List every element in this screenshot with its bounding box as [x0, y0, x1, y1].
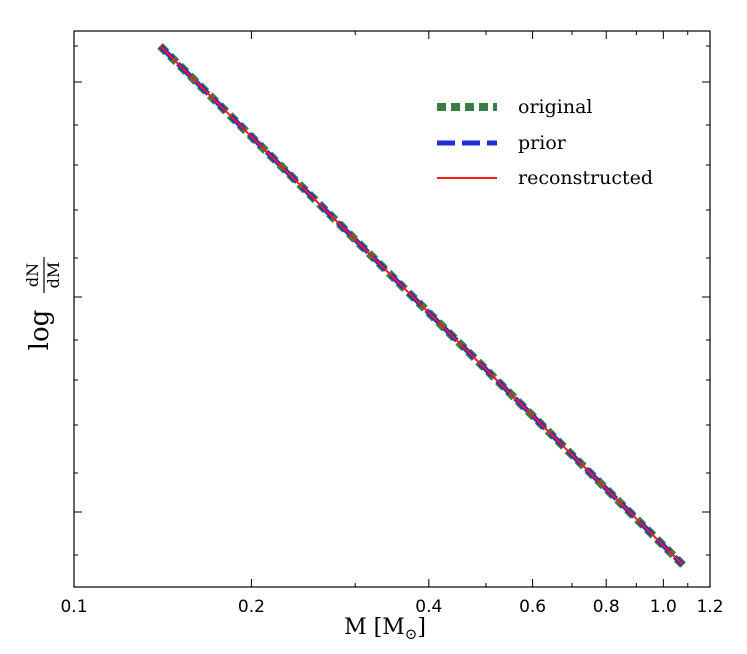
x-tick-label: 0.1: [60, 597, 87, 617]
x-tick-label: 1.0: [650, 597, 677, 617]
series-layer: [157, 43, 686, 568]
y-axis-label: log dN dM: [23, 257, 63, 350]
legend-label-prior: prior: [518, 132, 567, 154]
y-axis-label-denominator: dM: [44, 262, 63, 289]
y-axis-label-numerator: dN: [23, 263, 42, 287]
x-tick-label: 0.8: [593, 597, 620, 617]
x-tick-label: 0.2: [238, 597, 265, 617]
x-tick-label: 0.4: [415, 597, 442, 617]
x-axis-ticks: 0.1 0.2 0.4 0.6 0.8 1.0 1.2: [60, 31, 724, 617]
x-axis-label-sub: ⊙: [405, 625, 418, 643]
y-axis-ticks: [74, 45, 710, 556]
series-line-reconstructed: [159, 45, 684, 566]
y-axis-label-log: log: [25, 310, 55, 351]
plot-frame: [73, 30, 711, 588]
x-axis-label-close: ]: [417, 615, 426, 640]
legend-label-reconstructed: reconstructed: [518, 167, 653, 189]
x-axis-label-main: M [M: [344, 615, 405, 640]
x-tick-label: 1.2: [696, 597, 723, 617]
x-tick-label: 0.6: [519, 597, 546, 617]
x-axis-label: M [M⊙]: [344, 615, 426, 643]
legend-label-original: original: [518, 96, 592, 118]
legend: original prior reconstructed: [437, 96, 653, 189]
